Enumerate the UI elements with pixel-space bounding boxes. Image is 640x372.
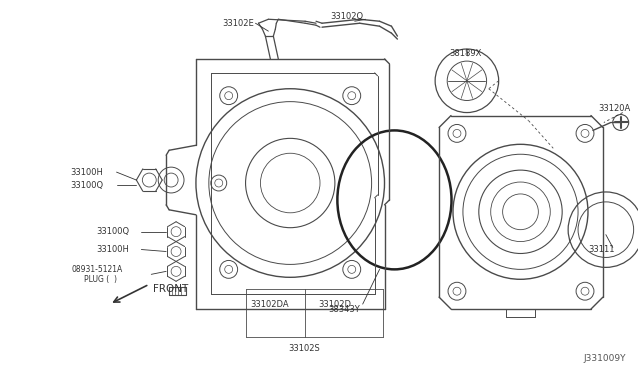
Text: 33102DA: 33102DA [250,299,289,309]
Text: 33102Q: 33102Q [330,12,363,21]
Text: 33100Q: 33100Q [70,180,103,189]
Text: 33102S: 33102S [288,344,320,353]
Text: 38343Y: 38343Y [328,305,360,314]
Text: 33102E: 33102E [223,19,255,28]
Text: 33120A: 33120A [598,104,630,113]
Text: 08931-5121A: 08931-5121A [72,265,123,274]
Text: 33100H: 33100H [97,245,129,254]
Text: 33111: 33111 [588,245,614,254]
Text: 33100H: 33100H [70,168,103,177]
Text: PLUG (  ): PLUG ( ) [84,275,116,284]
Text: 33100Q: 33100Q [97,227,130,236]
Text: 38189X: 38189X [449,48,481,58]
Text: J331009Y: J331009Y [583,354,626,363]
Text: 33102D: 33102D [318,299,351,309]
Text: FRONT: FRONT [153,284,189,294]
